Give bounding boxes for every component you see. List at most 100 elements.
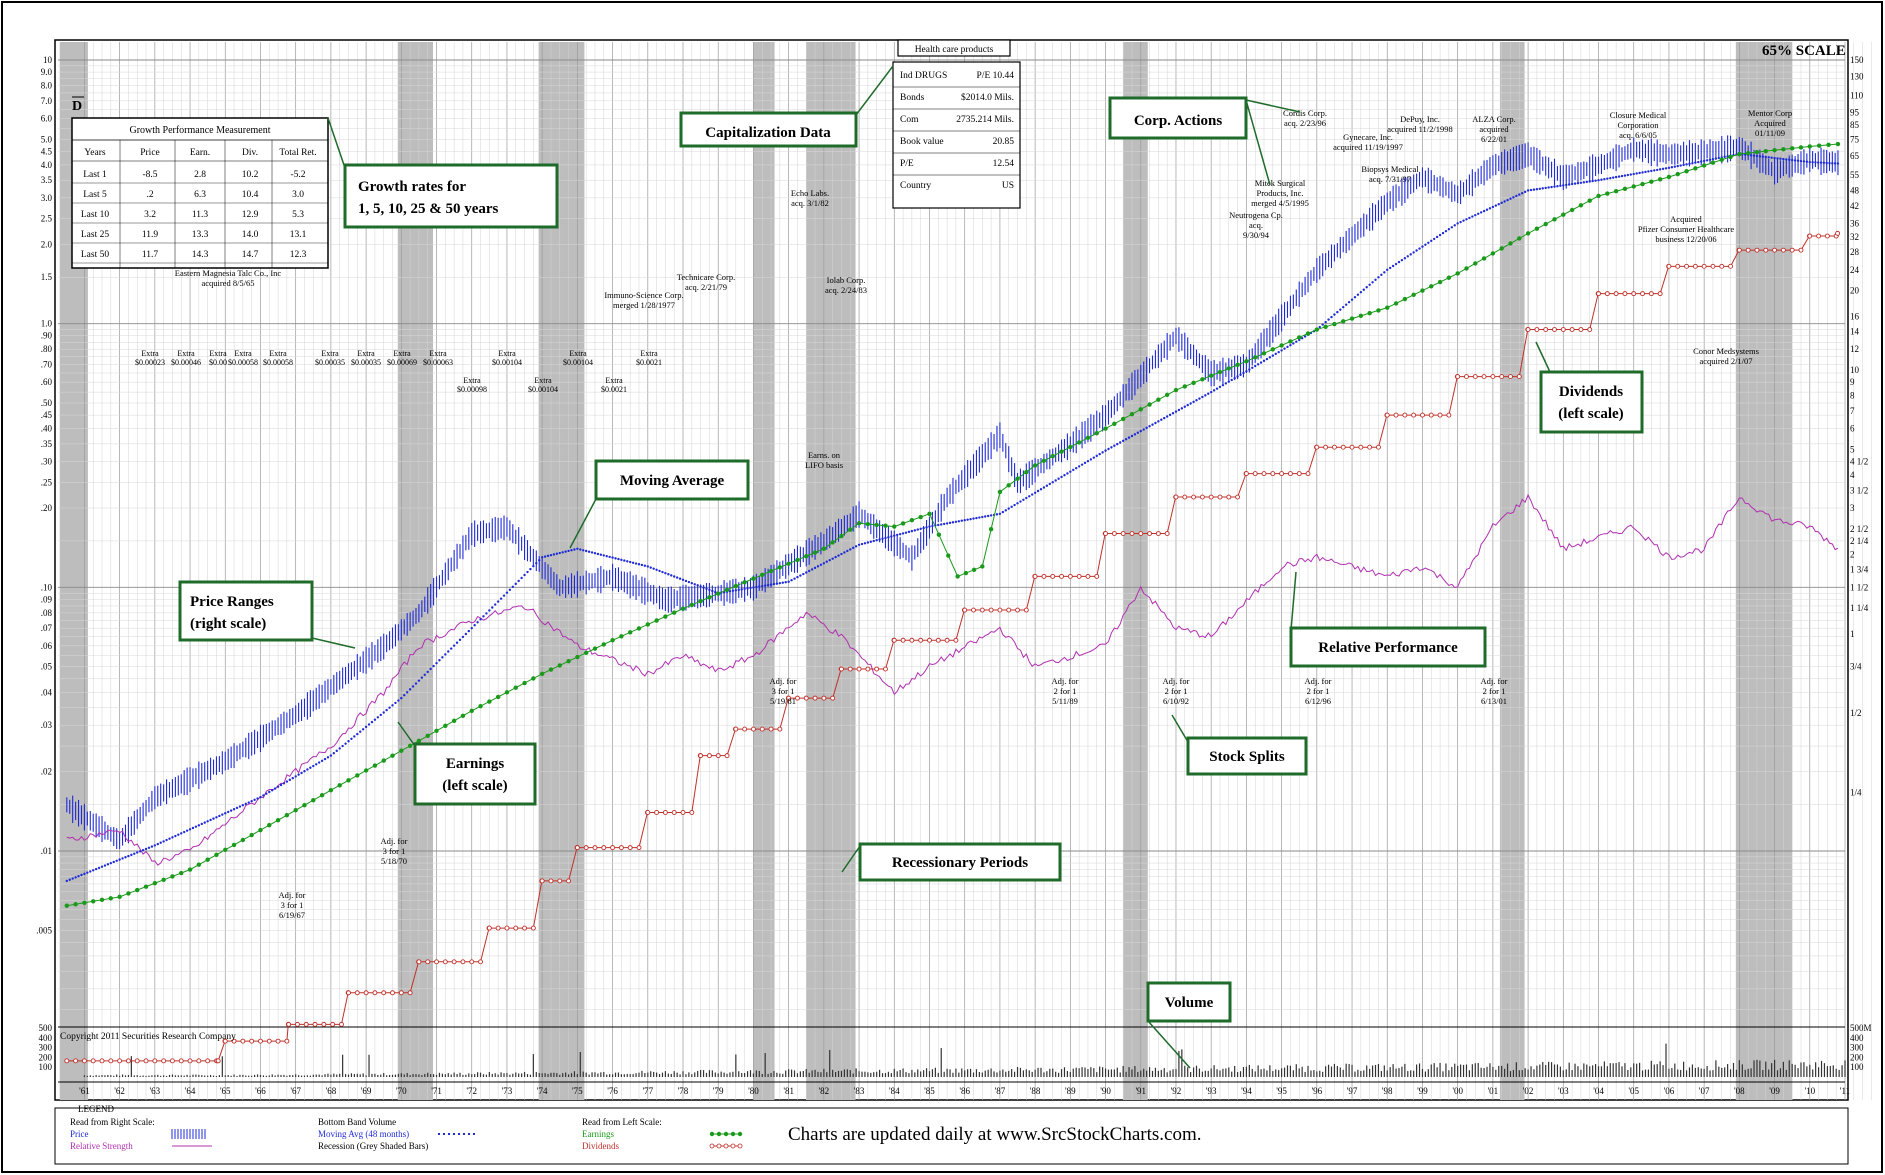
earnings-point (1517, 236, 1522, 241)
volume-callout: Volume (1165, 995, 1214, 1011)
corp-action-note: Mitek Surgical (1255, 178, 1306, 188)
corp-action-note: 9/30/94 (1243, 230, 1270, 240)
moving-average-point (893, 534, 896, 537)
corp-action-note: merged 4/5/1995 (1251, 198, 1309, 208)
dividend-point (312, 1021, 318, 1027)
earnings-point (575, 654, 580, 660)
earnings-point (1798, 145, 1804, 150)
moving-average-point (966, 518, 969, 521)
right-axis-tick: 55 (1850, 170, 1860, 180)
dividend-point (645, 810, 651, 815)
corp-action-note: Earns. on (808, 450, 841, 460)
moving-average-point (755, 585, 758, 589)
moving-average-point (130, 853, 133, 857)
dividend-point (1508, 374, 1513, 380)
volume-tick-right: 100 (1850, 1062, 1864, 1072)
moving-average-point (878, 538, 881, 541)
moving-average-point (1259, 361, 1263, 364)
moving-average-point (420, 676, 424, 679)
earnings-point (1032, 463, 1038, 468)
moving-average-point (520, 576, 523, 580)
moving-average-point (124, 856, 127, 859)
stock-split-note: 6/19/67 (279, 910, 305, 920)
dividend-point (724, 753, 730, 759)
earnings-point (1640, 181, 1645, 187)
dividend-point (997, 607, 1003, 613)
moving-average-point (529, 567, 532, 571)
moving-average-point (1717, 156, 1721, 160)
moving-average-point (1089, 458, 1093, 461)
moving-average-point (1030, 493, 1034, 496)
moving-average-point (350, 737, 353, 741)
dividend-point (407, 990, 413, 996)
moving-average-point (1180, 407, 1184, 410)
moving-average-point (761, 584, 764, 588)
moving-average-point (106, 863, 110, 866)
growth-cell: 5.3 (292, 210, 304, 220)
dividend-point (1296, 471, 1302, 477)
moving-average-point (1356, 293, 1360, 296)
dividend-point (847, 666, 853, 672)
earnings-point (1076, 440, 1082, 445)
dividend-point (1067, 573, 1073, 579)
earnings-point (645, 622, 650, 627)
year-tick-label: '83 (854, 1086, 865, 1096)
left-axis-tick: 1.5 (41, 272, 53, 282)
moving-average-point (690, 581, 694, 585)
moving-average-point (391, 704, 394, 707)
moving-average-point (1245, 370, 1248, 373)
earnings-point (214, 852, 219, 858)
moving-average-point (1292, 342, 1295, 345)
earnings-point (1437, 279, 1443, 285)
dividend-point (1772, 247, 1778, 253)
corp-action-note: acq. 7/31/97 (1369, 174, 1411, 184)
moving-average-point (1667, 166, 1671, 170)
moving-average-point (300, 771, 303, 775)
earnings-point (1182, 384, 1187, 389)
stock-splits-callout-box (1186, 736, 1308, 776)
moving-average-point (1256, 363, 1260, 366)
left-axis-tick: .30 (41, 457, 53, 467)
earnings-point (988, 527, 994, 532)
year-tick-label: '10 (1804, 1086, 1815, 1096)
moving-average-point (455, 641, 459, 644)
year-tick-label: '88 (1030, 1086, 1041, 1096)
dividend-point (1745, 247, 1751, 253)
moving-average-point (1151, 423, 1154, 426)
moving-average-point (1670, 166, 1674, 169)
moving-average-point (461, 635, 465, 639)
earnings-point (82, 900, 87, 905)
earnings-point (1393, 301, 1399, 306)
year-tick-label: '99 (1417, 1086, 1428, 1096)
earnings-point (1085, 435, 1091, 440)
year-tick-label: '02 (1523, 1086, 1534, 1096)
dividend-point (1085, 573, 1091, 579)
moving-average-point (778, 581, 782, 585)
earnings-point (275, 817, 281, 823)
moving-average-point (212, 817, 215, 820)
moving-average-point (221, 813, 224, 816)
moving-average-point (411, 685, 415, 688)
moving-average-point (890, 535, 893, 538)
right-axis-tick: 16 (1850, 311, 1860, 321)
earnings-point (680, 606, 686, 611)
moving-average-point (1509, 197, 1512, 200)
dividend-point (1420, 412, 1425, 418)
moving-average-point (1796, 159, 1800, 162)
dividend-point (249, 1038, 255, 1044)
moving-average-point (540, 556, 544, 559)
earnings-point (936, 532, 942, 537)
moving-average-point (896, 533, 899, 537)
moving-average-point (561, 551, 564, 554)
earnings-point (946, 553, 951, 558)
moving-average-point (552, 553, 556, 556)
earnings-point (610, 638, 615, 643)
year-tick-label: '91 (1135, 1086, 1146, 1096)
earnings-point (328, 788, 334, 793)
moving-average-point (92, 869, 95, 872)
moving-average-point (1811, 161, 1814, 164)
moving-average-point (1412, 251, 1415, 254)
moving-average-point (312, 764, 315, 768)
moving-average-point (109, 861, 113, 865)
moving-average-point (191, 826, 195, 830)
